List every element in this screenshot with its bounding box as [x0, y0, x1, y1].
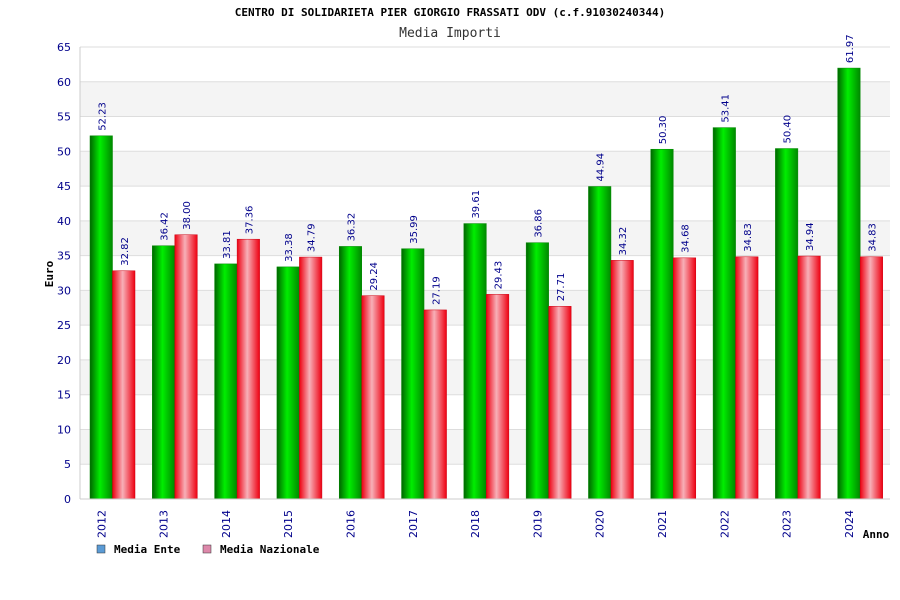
- bar-media-ente-2020: [588, 186, 612, 500]
- legend-swatch-media-ente: [96, 544, 106, 554]
- y-tick-label: 65: [57, 41, 71, 54]
- bars: [89, 67, 883, 500]
- bar-media-nazionale-2019: [548, 306, 572, 500]
- value-label: 53.41: [720, 94, 731, 123]
- bar-media-nazionale-2012: [112, 270, 136, 500]
- y-tick-label: 25: [57, 319, 71, 332]
- value-label: 34.79: [307, 223, 318, 252]
- y-tick-label: 50: [57, 145, 71, 158]
- x-tick-label: 2014: [220, 510, 233, 538]
- value-label: 34.94: [805, 222, 816, 251]
- value-label: 29.43: [494, 261, 505, 290]
- x-tick-label: 2023: [781, 510, 794, 538]
- bar-media-nazionale-2016: [361, 295, 385, 500]
- x-tick-label: 2015: [282, 510, 295, 538]
- value-label: 50.40: [783, 115, 794, 144]
- value-label: 33.38: [284, 233, 295, 262]
- value-label: 33.81: [222, 230, 233, 259]
- value-label: 39.61: [471, 190, 482, 219]
- value-labels: 52.23 32.82 36.42 38.00 33.81 37.36 33.38 34.79…: [97, 34, 878, 304]
- x-tick-label: 2012: [95, 510, 108, 538]
- bar-media-ente-2024: [837, 67, 861, 500]
- value-label: 34.32: [618, 227, 629, 256]
- value-label: 29.24: [369, 262, 380, 291]
- grid-band: [80, 47, 890, 82]
- grid-band: [80, 151, 890, 187]
- legend-label-media-ente: Media Ente: [114, 543, 181, 556]
- x-tick-label: 2020: [594, 510, 607, 538]
- value-label: 27.71: [556, 273, 567, 302]
- value-label: 36.32: [346, 213, 357, 242]
- y-tick-label: 45: [57, 180, 71, 193]
- value-label: 37.36: [244, 206, 255, 235]
- x-tick-label: 2018: [469, 510, 482, 538]
- value-label: 34.68: [681, 224, 692, 253]
- value-label: 34.83: [867, 223, 878, 252]
- x-tick-label: 2024: [843, 510, 856, 538]
- value-label: 36.42: [160, 212, 171, 241]
- bar-media-nazionale-2014: [236, 238, 260, 500]
- value-label: 38.00: [182, 201, 193, 230]
- grid-band: [80, 186, 890, 221]
- bar-media-nazionale-2017: [423, 309, 447, 500]
- bar-media-ente-2014: [214, 263, 238, 500]
- bar-media-ente-2015: [276, 266, 300, 500]
- value-label: 52.23: [97, 102, 108, 131]
- bar-media-nazionale-2018: [486, 294, 510, 500]
- y-tick-label: 30: [57, 284, 71, 297]
- value-label: 44.94: [596, 153, 607, 182]
- y-tick-label: 60: [57, 76, 71, 89]
- bar-media-ente-2022: [712, 127, 736, 500]
- y-tick-label: 15: [57, 389, 71, 402]
- bar-media-nazionale-2023: [797, 255, 821, 500]
- x-tick-label: 2013: [158, 510, 171, 538]
- value-label: 61.97: [845, 34, 856, 63]
- y-tick-label: 35: [57, 250, 71, 263]
- grid-band: [80, 81, 890, 117]
- bar-media-nazionale-2015: [299, 256, 323, 500]
- grid-band: [80, 116, 890, 152]
- bar-media-ente-2023: [775, 148, 799, 500]
- y-tick-label: 40: [57, 215, 71, 228]
- value-label: 35.99: [409, 215, 420, 244]
- bar-media-nazionale-2022: [735, 256, 759, 500]
- x-axis-ticks: 2012 2013 2014 2015 2016 2017 2018 2019 2020 2021…: [95, 510, 856, 538]
- x-tick-label: 2019: [531, 510, 544, 538]
- bar-media-nazionale-2020: [610, 260, 634, 500]
- bar-media-ente-2019: [525, 242, 549, 500]
- bar-media-ente-2021: [650, 148, 674, 500]
- y-tick-label: 5: [64, 458, 71, 471]
- x-tick-label: 2016: [344, 510, 357, 538]
- value-label: 32.82: [120, 237, 131, 266]
- chart-title: CENTRO DI SOLIDARIETA PIER GIORGIO FRASS…: [235, 6, 665, 19]
- legend-label-media-nazionale: Media Nazionale: [220, 543, 320, 556]
- value-label: 50.30: [658, 116, 669, 145]
- value-label: 27.19: [431, 276, 442, 305]
- chart-subtitle: Media Importi: [399, 26, 501, 41]
- bar-media-ente-2017: [401, 248, 425, 500]
- x-axis-label: Anno: [863, 528, 890, 541]
- y-tick-label: 20: [57, 354, 71, 367]
- x-tick-label: 2017: [407, 510, 420, 538]
- bar-media-nazionale-2024: [859, 256, 883, 500]
- bar-media-ente-2016: [338, 246, 362, 500]
- legend: Media Ente Media Nazionale: [96, 543, 320, 556]
- y-tick-label: 10: [57, 423, 71, 436]
- y-tick-label: 0: [64, 493, 71, 506]
- bar-media-ente-2018: [463, 223, 487, 500]
- y-axis-label: Euro: [43, 260, 56, 287]
- legend-swatch-media-nazionale: [202, 544, 212, 554]
- x-tick-label: 2022: [718, 510, 731, 538]
- bar-media-nazionale-2013: [174, 234, 198, 500]
- bar-media-ente-2013: [152, 245, 176, 500]
- bar-media-ente-2012: [89, 135, 113, 500]
- bar-media-nazionale-2021: [673, 257, 697, 500]
- y-tick-label: 55: [57, 111, 71, 124]
- x-tick-label: 2021: [656, 510, 669, 538]
- value-label: 34.83: [743, 223, 754, 252]
- y-axis-ticks: 0 5 10 15 20 25 30 35 40 45 50 55 60 65: [57, 41, 71, 506]
- value-label: 36.86: [533, 209, 544, 238]
